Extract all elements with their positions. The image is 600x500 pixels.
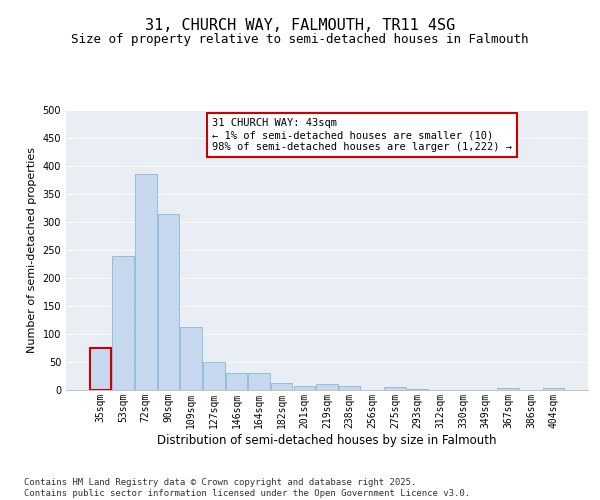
Bar	[316, 384, 338, 390]
X-axis label: Distribution of semi-detached houses by size in Falmouth: Distribution of semi-detached houses by …	[157, 434, 497, 446]
Bar	[497, 388, 519, 390]
Bar	[384, 387, 406, 390]
Bar	[203, 362, 224, 390]
Y-axis label: Number of semi-detached properties: Number of semi-detached properties	[27, 147, 37, 353]
Bar	[158, 214, 179, 390]
Text: Contains HM Land Registry data © Crown copyright and database right 2025.
Contai: Contains HM Land Registry data © Crown c…	[24, 478, 470, 498]
Text: 31, CHURCH WAY, FALMOUTH, TR11 4SG: 31, CHURCH WAY, FALMOUTH, TR11 4SG	[145, 18, 455, 32]
Bar	[112, 256, 134, 390]
Bar	[271, 382, 292, 390]
Bar	[339, 386, 361, 390]
Bar	[181, 326, 202, 390]
Text: 31 CHURCH WAY: 43sqm
← 1% of semi-detached houses are smaller (10)
98% of semi-d: 31 CHURCH WAY: 43sqm ← 1% of semi-detach…	[212, 118, 512, 152]
Bar	[293, 386, 315, 390]
Text: Size of property relative to semi-detached houses in Falmouth: Size of property relative to semi-detach…	[71, 32, 529, 46]
Bar	[135, 174, 157, 390]
Bar	[90, 348, 111, 390]
Bar	[248, 373, 270, 390]
Bar	[543, 388, 564, 390]
Bar	[226, 373, 247, 390]
Bar	[407, 389, 428, 390]
